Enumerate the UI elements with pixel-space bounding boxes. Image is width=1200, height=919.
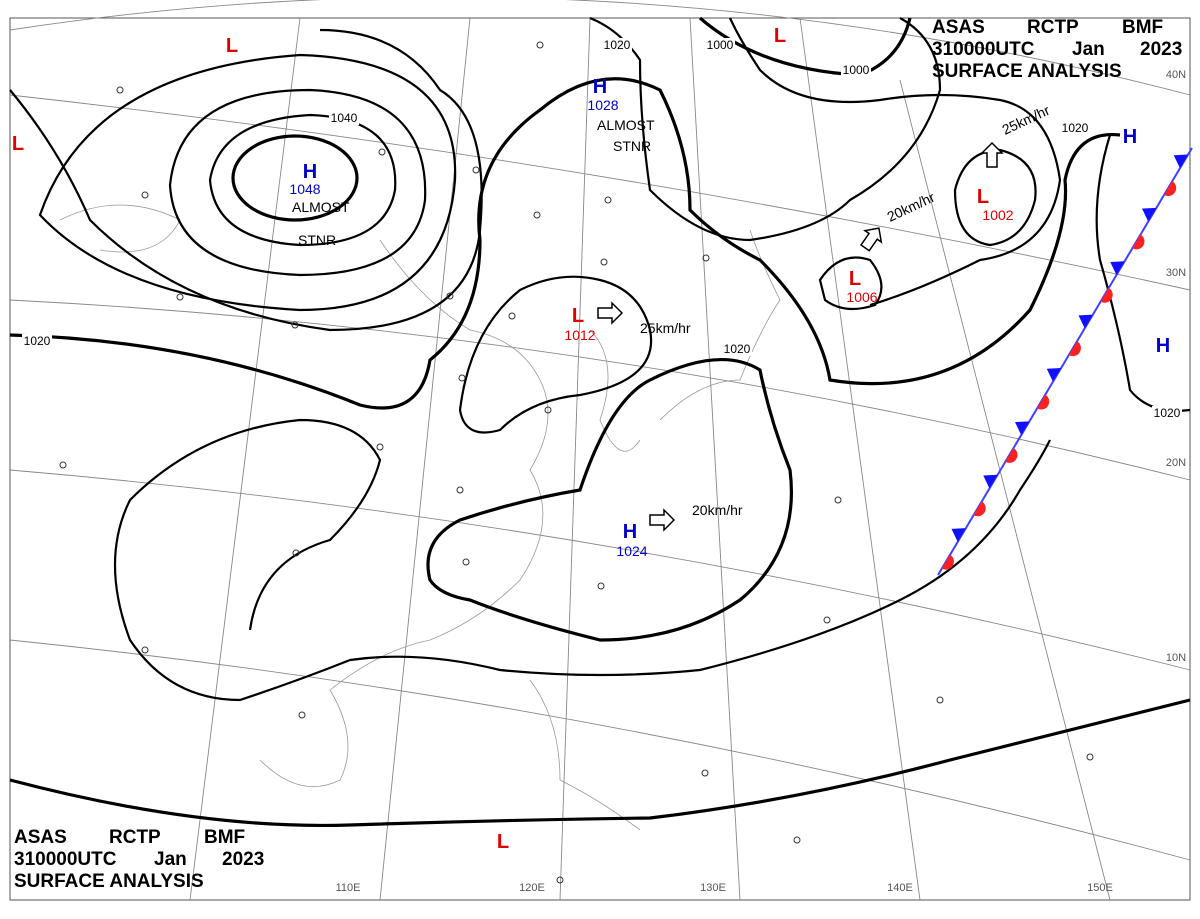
isobar-label: 1020 — [1154, 406, 1181, 420]
center-symbol: H — [593, 76, 607, 98]
stationary-front — [937, 147, 1193, 576]
front-triangle — [951, 528, 966, 542]
isobar-label-bg — [329, 111, 359, 125]
front-line — [937, 147, 1193, 576]
header-year: 2023 — [1140, 39, 1182, 60]
header-station: RCTP — [109, 827, 161, 848]
front-semicircle — [973, 501, 986, 517]
header-time: 310000UTC — [14, 849, 117, 870]
isobar-label: 1020 — [1062, 121, 1089, 135]
header-time: 310000UTC — [932, 39, 1035, 60]
center-status: ALMOST — [597, 117, 655, 133]
isobar-label-bg — [722, 342, 752, 356]
center-status: STNR — [298, 232, 336, 248]
center-symbol: L — [497, 831, 509, 853]
latitude-label: 30N — [1166, 267, 1186, 279]
header-code: BMF — [1122, 17, 1163, 38]
motion-speed: 20km/hr — [692, 502, 743, 518]
isobar-label: 1020 — [24, 334, 51, 348]
isobar-label: 1000 — [707, 38, 734, 52]
center-pressure: 1006 — [846, 289, 877, 305]
center-symbol: L — [774, 25, 786, 47]
center-pressure: 1012 — [564, 327, 595, 343]
center-status: STNR — [613, 138, 651, 154]
center-pressure: 1002 — [982, 207, 1013, 223]
isobar-label: 1040 — [331, 111, 358, 125]
motion-arrow — [980, 141, 1004, 168]
isobar-label: 1020 — [724, 342, 751, 356]
header-code: BMF — [204, 827, 245, 848]
center-symbol: L — [226, 35, 238, 57]
center-symbol: H — [1156, 335, 1170, 357]
graticule — [9, 0, 1191, 901]
header-agency: ASAS — [14, 827, 67, 848]
front-triangle — [1141, 207, 1157, 222]
front-semicircle — [941, 554, 954, 570]
isobar-label-bg — [705, 38, 735, 52]
front-semicircle — [1068, 341, 1081, 357]
center-symbol: L — [12, 133, 24, 155]
center-status: ALMOST — [292, 199, 350, 215]
isobar-label-bg — [1060, 121, 1090, 135]
center-symbol: H — [623, 521, 637, 543]
center-pressure: 1048 — [289, 181, 320, 197]
motion-arrow — [649, 508, 676, 532]
header-year: 2023 — [222, 849, 264, 870]
front-triangle — [1110, 261, 1125, 275]
center-symbol: H — [1123, 126, 1137, 148]
longitude-label: 140E — [887, 882, 913, 894]
front-triangle — [1173, 154, 1189, 169]
center-pressure: 1024 — [616, 543, 647, 559]
coastlines — [59, 204, 781, 831]
isobar-label-bg — [841, 63, 871, 77]
isobars — [9, 16, 1191, 828]
station-plots — [59, 41, 1094, 884]
header-month: Jan — [154, 849, 187, 870]
longitude-label: 110E — [336, 882, 361, 894]
front-triangle — [1014, 421, 1030, 436]
isobar-label: 1000 — [843, 63, 870, 77]
center-symbol: L — [849, 268, 861, 290]
longitude-label: 130E — [700, 882, 726, 894]
motion-arrow — [859, 227, 883, 252]
isobar-label-bg — [602, 38, 632, 52]
header-month: Jan — [1072, 39, 1105, 60]
center-symbol: L — [977, 186, 989, 208]
motion-arrow — [597, 301, 624, 325]
front-semicircle — [1005, 448, 1018, 463]
header-title: SURFACE ANALYSIS — [932, 61, 1122, 82]
front-semicircle — [1100, 287, 1113, 303]
latitude-label: 10N — [1166, 652, 1186, 664]
front-triangle — [983, 474, 998, 489]
isobar-label-bg — [22, 334, 52, 348]
motion-speed: 20km/hr — [885, 189, 938, 225]
labels: ASAS RCTP BMF 310000UTC Jan 2023 SURFACE ANALY… — [12, 17, 1186, 894]
map-frame — [9, 17, 1191, 901]
center-symbol: H — [303, 161, 317, 183]
front-semicircle — [1037, 394, 1050, 410]
center-symbol: L — [572, 305, 584, 327]
header-agency: ASAS — [932, 17, 985, 38]
header-station: RCTP — [1027, 17, 1079, 38]
header-title: SURFACE ANALYSIS — [14, 871, 204, 892]
motion-speed: 25km/hr — [640, 320, 691, 336]
latitude-label: 20N — [1166, 457, 1186, 469]
front-semicircle — [1132, 234, 1145, 250]
longitude-label: 150E — [1087, 882, 1113, 894]
longitude-label: 120E — [519, 882, 545, 894]
front-semicircle — [1164, 181, 1177, 197]
isobar-label-bg — [1152, 406, 1182, 420]
center-pressure: 1028 — [587, 97, 618, 113]
latitude-label: 40N — [1166, 69, 1186, 81]
front-triangle — [1046, 367, 1062, 382]
front-triangle — [1078, 314, 1093, 329]
isobar-label: 1020 — [604, 38, 631, 52]
